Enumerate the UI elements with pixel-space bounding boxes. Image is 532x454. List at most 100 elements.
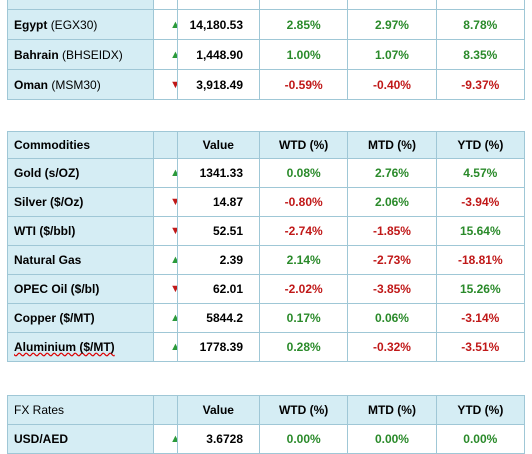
triangle-up-icon: ▲	[153, 303, 178, 333]
indices-header-cell	[153, 0, 178, 10]
mtd-value: 2.06%	[347, 187, 437, 217]
table-row: Silver ($/Oz) ▼ 14.87 -0.80% 2.06% -3.94…	[6, 187, 526, 217]
header-name: FX Rates	[6, 395, 155, 425]
wtd-value: 0.08%	[258, 158, 349, 188]
wtd-value: 0.17%	[258, 303, 349, 333]
wtd-value: -0.59%	[258, 69, 349, 100]
wtd-value: 2.85%	[258, 9, 349, 40]
wtd-value: -2.74%	[258, 216, 349, 246]
ytd-value: -3.14%	[435, 303, 526, 333]
header-ytd: YTD (%)	[435, 395, 526, 425]
table-row: Bahrain (BHSEIDX) ▲ 1,448.90 1.00% 1.07%…	[6, 39, 526, 70]
wtd-value: 0.28%	[258, 332, 349, 362]
indices-header-cell	[6, 0, 155, 10]
header-value: Value	[176, 131, 261, 159]
mtd-value: 2.97%	[347, 9, 437, 40]
commodities-table: Commodities Value WTD (%) MTD (%) YTD (%…	[6, 131, 526, 362]
triangle-down-icon: ▼	[153, 187, 178, 217]
header-value: Value	[176, 395, 261, 425]
header-ytd: YTD (%)	[435, 131, 526, 159]
header-wtd: WTD (%)	[258, 131, 349, 159]
mtd-value: 1.07%	[347, 39, 437, 70]
wtd-value: 1.00%	[258, 39, 349, 70]
mtd-value: 0.00%	[347, 424, 437, 454]
header-name: Commodities	[6, 131, 155, 159]
commodity-value: 14.87	[176, 187, 261, 217]
table-row: Oman (MSM30) ▼ 3,918.49 -0.59% -0.40% -9…	[6, 69, 526, 100]
ytd-value: 4.57%	[435, 158, 526, 188]
ytd-value: 15.64%	[435, 216, 526, 246]
commodity-value: 62.01	[176, 274, 261, 304]
indices-header-cell	[435, 0, 526, 10]
fx-rates-table: FX Rates Value WTD (%) MTD (%) YTD (%) U…	[6, 395, 526, 454]
commodity-value: 2.39	[176, 245, 261, 275]
commodity-name: Natural Gas	[6, 245, 155, 275]
commodity-name-text: Aluminium ($/MT)	[14, 340, 115, 354]
triangle-down-icon: ▼	[153, 274, 178, 304]
commodity-name: Aluminium ($/MT)	[6, 332, 155, 362]
commodity-name: WTI ($/bbl)	[6, 216, 155, 246]
triangle-up-icon: ▲	[153, 39, 178, 70]
ytd-value: -3.94%	[435, 187, 526, 217]
commodity-value: 5844.2	[176, 303, 261, 333]
ytd-value: 0.00%	[435, 424, 526, 454]
ytd-value: -3.51%	[435, 332, 526, 362]
table-row: Natural Gas ▲ 2.39 2.14% -2.73% -18.81%	[6, 245, 526, 275]
wtd-value: 0.00%	[258, 424, 349, 454]
ytd-value: -9.37%	[435, 69, 526, 100]
indices-header-cell	[258, 0, 349, 10]
header-mtd: MTD (%)	[347, 395, 437, 425]
fx-pair-name: USD/AED	[6, 424, 155, 454]
indices-header-cell	[347, 0, 437, 10]
index-name: Oman (MSM30)	[6, 69, 155, 100]
triangle-up-icon: ▲	[153, 332, 178, 362]
triangle-down-icon: ▼	[153, 216, 178, 246]
fx-value: 3.6728	[176, 424, 261, 454]
mtd-value: 0.06%	[347, 303, 437, 333]
indices-header-row	[6, 0, 526, 10]
commodity-name: Silver ($/Oz)	[6, 187, 155, 217]
commodity-value: 52.51	[176, 216, 261, 246]
table-row: OPEC Oil ($/bl) ▼ 62.01 -2.02% -3.85% 15…	[6, 274, 526, 304]
mtd-value: -1.85%	[347, 216, 437, 246]
commodity-name: OPEC Oil ($/bl)	[6, 274, 155, 304]
table-row: Gold (s/OZ) ▲ 1341.33 0.08% 2.76% 4.57%	[6, 158, 526, 188]
ytd-value: -18.81%	[435, 245, 526, 275]
commodity-value: 1778.39	[176, 332, 261, 362]
index-value: 3,918.49	[176, 69, 261, 100]
commodity-value: 1341.33	[176, 158, 261, 188]
ytd-value: 8.35%	[435, 39, 526, 70]
mtd-value: 2.76%	[347, 158, 437, 188]
mtd-value: -0.32%	[347, 332, 437, 362]
index-value: 14,180.53	[176, 9, 261, 40]
header-arrow	[153, 395, 178, 425]
table-row: Copper ($/MT) ▲ 5844.2 0.17% 0.06% -3.14…	[6, 303, 526, 333]
wtd-value: 2.14%	[258, 245, 349, 275]
header-wtd: WTD (%)	[258, 395, 349, 425]
triangle-up-icon: ▲	[153, 245, 178, 275]
table-row: WTI ($/bbl) ▼ 52.51 -2.74% -1.85% 15.64%	[6, 216, 526, 246]
triangle-up-icon: ▲	[153, 9, 178, 40]
index-value: 1,448.90	[176, 39, 261, 70]
commodity-name: Copper ($/MT)	[6, 303, 155, 333]
wtd-value: -2.02%	[258, 274, 349, 304]
commodities-header-row: Commodities Value WTD (%) MTD (%) YTD (%…	[6, 131, 526, 159]
triangle-up-icon: ▲	[153, 158, 178, 188]
indices-header-cell	[176, 0, 261, 10]
table-row: USD/AED ▲ 3.6728 0.00% 0.00% 0.00%	[6, 424, 526, 454]
table-row: Egypt (EGX30) ▲ 14,180.53 2.85% 2.97% 8.…	[6, 9, 526, 40]
index-name: Bahrain (BHSEIDX)	[6, 39, 155, 70]
commodity-name: Gold (s/OZ)	[6, 158, 155, 188]
mtd-value: -3.85%	[347, 274, 437, 304]
mtd-value: -2.73%	[347, 245, 437, 275]
index-name: Egypt (EGX30)	[6, 9, 155, 40]
table-row: Aluminium ($/MT) ▲ 1778.39 0.28% -0.32% …	[6, 332, 526, 362]
indices-table: Egypt (EGX30) ▲ 14,180.53 2.85% 2.97% 8.…	[6, 0, 526, 100]
header-arrow	[153, 131, 178, 159]
header-mtd: MTD (%)	[347, 131, 437, 159]
ytd-value: 8.78%	[435, 9, 526, 40]
triangle-up-icon: ▲	[153, 424, 178, 454]
ytd-value: 15.26%	[435, 274, 526, 304]
wtd-value: -0.80%	[258, 187, 349, 217]
triangle-down-icon: ▼	[153, 69, 178, 100]
